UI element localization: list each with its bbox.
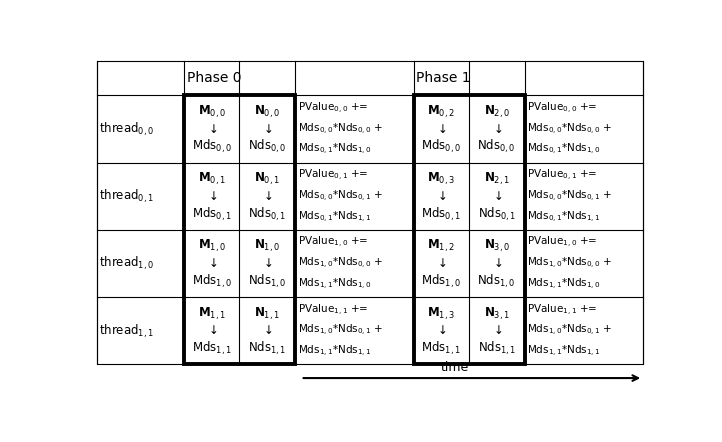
Text: $\mathbf{M}_{1,1}$: $\mathbf{M}_{1,1}$ bbox=[198, 305, 225, 321]
Text: Nds$_{0,1}$: Nds$_{0,1}$ bbox=[477, 205, 516, 222]
Text: PValue$_{1,0}$ +=
Mds$_{1,0}$*Nds$_{0,0}$ +
Mds$_{1,1}$*Nds$_{1,0}$: PValue$_{1,0}$ += Mds$_{1,0}$*Nds$_{0,0}… bbox=[527, 235, 613, 292]
Text: $\mathbf{M}_{0,3}$: $\mathbf{M}_{0,3}$ bbox=[427, 171, 455, 187]
Text: Mds$_{0,0}$: Mds$_{0,0}$ bbox=[192, 138, 232, 155]
Text: Nds$_{1,1}$: Nds$_{1,1}$ bbox=[248, 339, 287, 357]
Text: $\mathbf{N}_{0,0}$: $\mathbf{N}_{0,0}$ bbox=[254, 103, 280, 120]
Text: Nds$_{0,0}$: Nds$_{0,0}$ bbox=[248, 138, 287, 155]
Text: Mds$_{1,1}$: Mds$_{1,1}$ bbox=[422, 339, 461, 357]
Text: $\mathbf{N}_{2,1}$: $\mathbf{N}_{2,1}$ bbox=[484, 171, 510, 187]
Text: Mds$_{0,0}$: Mds$_{0,0}$ bbox=[422, 138, 461, 155]
Text: $\mathbf{M}_{1,0}$: $\mathbf{M}_{1,0}$ bbox=[198, 238, 226, 254]
Text: $\mathbf{N}_{3,1}$: $\mathbf{N}_{3,1}$ bbox=[484, 305, 510, 321]
Text: thread$_{1,0}$: thread$_{1,0}$ bbox=[99, 255, 155, 272]
Text: PValue$_{1,0}$ +=
Mds$_{1,0}$*Nds$_{0,0}$ +
Mds$_{1,1}$*Nds$_{1,0}$: PValue$_{1,0}$ += Mds$_{1,0}$*Nds$_{0,0}… bbox=[297, 235, 383, 292]
Bar bbox=[414, 95, 524, 365]
Text: $\downarrow$: $\downarrow$ bbox=[491, 190, 503, 203]
Text: $\mathbf{N}_{1,1}$: $\mathbf{N}_{1,1}$ bbox=[254, 305, 280, 321]
Bar bbox=[184, 95, 295, 365]
Text: $\downarrow$: $\downarrow$ bbox=[491, 122, 503, 136]
Text: $\mathbf{M}_{0,2}$: $\mathbf{M}_{0,2}$ bbox=[427, 103, 455, 120]
Text: Mds$_{0,1}$: Mds$_{0,1}$ bbox=[192, 205, 232, 222]
Text: Phase 1: Phase 1 bbox=[417, 71, 471, 85]
Text: $\mathbf{N}_{1,0}$: $\mathbf{N}_{1,0}$ bbox=[254, 238, 280, 254]
Text: $\downarrow$: $\downarrow$ bbox=[435, 122, 447, 136]
Text: $\downarrow$: $\downarrow$ bbox=[491, 324, 503, 337]
Text: PValue$_{0,1}$ +=
Mds$_{0,0}$*Nds$_{0,1}$ +
Mds$_{0,1}$*Nds$_{1,1}$: PValue$_{0,1}$ += Mds$_{0,0}$*Nds$_{0,1}… bbox=[527, 168, 613, 225]
Text: $\downarrow$: $\downarrow$ bbox=[261, 122, 273, 136]
Text: Mds$_{1,0}$: Mds$_{1,0}$ bbox=[422, 272, 461, 290]
Text: $\downarrow$: $\downarrow$ bbox=[435, 257, 447, 270]
Text: Mds$_{1,1}$: Mds$_{1,1}$ bbox=[192, 339, 232, 357]
Text: time: time bbox=[441, 361, 469, 374]
Text: $\mathbf{M}_{0,0}$: $\mathbf{M}_{0,0}$ bbox=[198, 103, 226, 120]
Text: PValue$_{1,1}$ +=
Mds$_{1,0}$*Nds$_{0,1}$ +
Mds$_{1,1}$*Nds$_{1,1}$: PValue$_{1,1}$ += Mds$_{1,0}$*Nds$_{0,1}… bbox=[527, 302, 613, 359]
Text: $\downarrow$: $\downarrow$ bbox=[261, 324, 273, 337]
Text: Nds$_{0,0}$: Nds$_{0,0}$ bbox=[477, 138, 516, 155]
Text: PValue$_{0,0}$ +=
Mds$_{0,0}$*Nds$_{0,0}$ +
Mds$_{0,1}$*Nds$_{1,0}$: PValue$_{0,0}$ += Mds$_{0,0}$*Nds$_{0,0}… bbox=[297, 101, 383, 157]
Text: Nds$_{0,1}$: Nds$_{0,1}$ bbox=[248, 205, 287, 222]
Text: $\downarrow$: $\downarrow$ bbox=[435, 324, 447, 337]
Text: $\downarrow$: $\downarrow$ bbox=[206, 122, 217, 136]
Text: PValue$_{1,1}$ +=
Mds$_{1,0}$*Nds$_{0,1}$ +
Mds$_{1,1}$*Nds$_{1,1}$: PValue$_{1,1}$ += Mds$_{1,0}$*Nds$_{0,1}… bbox=[297, 302, 383, 359]
Text: $\downarrow$: $\downarrow$ bbox=[491, 257, 503, 270]
Text: thread$_{1,1}$: thread$_{1,1}$ bbox=[99, 322, 154, 339]
Text: $\mathbf{N}_{3,0}$: $\mathbf{N}_{3,0}$ bbox=[484, 238, 510, 254]
Text: PValue$_{0,1}$ +=
Mds$_{0,0}$*Nds$_{0,1}$ +
Mds$_{0,1}$*Nds$_{1,1}$: PValue$_{0,1}$ += Mds$_{0,0}$*Nds$_{0,1}… bbox=[297, 168, 383, 225]
Text: thread$_{0,0}$: thread$_{0,0}$ bbox=[99, 120, 155, 138]
Text: $\mathbf{M}_{1,3}$: $\mathbf{M}_{1,3}$ bbox=[427, 305, 455, 321]
Text: Phase 0: Phase 0 bbox=[187, 71, 241, 85]
Text: Mds$_{1,0}$: Mds$_{1,0}$ bbox=[192, 272, 232, 290]
Text: $\mathbf{N}_{0,1}$: $\mathbf{N}_{0,1}$ bbox=[254, 171, 280, 187]
Bar bbox=[97, 61, 643, 365]
Text: $\downarrow$: $\downarrow$ bbox=[206, 257, 217, 270]
Text: $\downarrow$: $\downarrow$ bbox=[261, 190, 273, 203]
Text: $\downarrow$: $\downarrow$ bbox=[435, 190, 447, 203]
Text: $\downarrow$: $\downarrow$ bbox=[206, 190, 217, 203]
Text: Nds$_{1,0}$: Nds$_{1,0}$ bbox=[248, 272, 287, 290]
Text: Nds$_{1,0}$: Nds$_{1,0}$ bbox=[477, 272, 516, 290]
Text: PValue$_{0,0}$ +=
Mds$_{0,0}$*Nds$_{0,0}$ +
Mds$_{0,1}$*Nds$_{1,0}$: PValue$_{0,0}$ += Mds$_{0,0}$*Nds$_{0,0}… bbox=[527, 101, 613, 157]
Text: $\downarrow$: $\downarrow$ bbox=[206, 324, 217, 337]
Text: thread$_{0,1}$: thread$_{0,1}$ bbox=[99, 188, 154, 205]
Text: Nds$_{1,1}$: Nds$_{1,1}$ bbox=[477, 339, 516, 357]
Text: Mds$_{0,1}$: Mds$_{0,1}$ bbox=[422, 205, 461, 222]
Text: $\mathbf{M}_{0,1}$: $\mathbf{M}_{0,1}$ bbox=[198, 171, 225, 187]
Text: $\mathbf{M}_{1,2}$: $\mathbf{M}_{1,2}$ bbox=[427, 238, 455, 254]
Text: $\downarrow$: $\downarrow$ bbox=[261, 257, 273, 270]
Text: $\mathbf{N}_{2,0}$: $\mathbf{N}_{2,0}$ bbox=[484, 103, 510, 120]
